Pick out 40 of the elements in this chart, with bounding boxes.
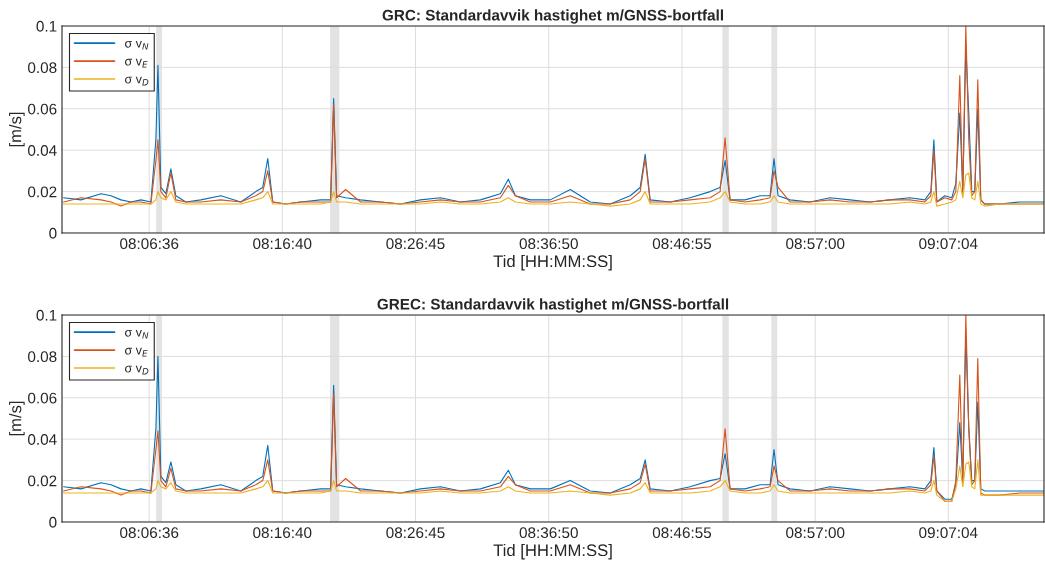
legend-label: σ v$_{N}$ [125, 329, 149, 339]
x-tick-label: 08:46:55 [652, 527, 712, 539]
y-tick-label: 0.02 [28, 475, 57, 487]
x-tick-label: 08:26:45 [386, 527, 445, 539]
x-tick-label: 08:06:36 [120, 527, 179, 539]
x-tick-label: 08:16:40 [253, 527, 312, 539]
chart-title: GREC: Standardavvik hastighet m/GNSS-bortfall [377, 298, 729, 313]
line-series [63, 172, 1044, 207]
y-tick-label: 0 [49, 516, 57, 528]
x-tick-label: 08:16:40 [253, 238, 312, 250]
y-tick-label: 0.06 [28, 103, 57, 115]
y-tick-label: 0.06 [28, 392, 57, 404]
y-tick-label: 0.04 [28, 434, 57, 445]
x-axis-title: Tid [HH:MM:SS] [493, 543, 612, 560]
y-tick-label: 0.1 [36, 20, 57, 32]
legend-label: σ v$_{E}$ [125, 347, 148, 357]
x-tick-label: 08:36:50 [519, 527, 578, 539]
y-tick-label: 0 [49, 227, 57, 239]
y-tick-label: 0.08 [28, 351, 57, 363]
x-tick-label: 08:36:50 [519, 238, 578, 250]
x-tick-label: 08:46:55 [652, 238, 712, 250]
x-tick-label: 08:26:45 [386, 238, 445, 250]
legend-label: σ v$_{D}$ [125, 365, 149, 375]
line-series [63, 459, 1044, 502]
y-tick-label: 0.04 [28, 145, 57, 156]
x-tick-label: 08:57:00 [786, 527, 845, 539]
y-axis-title: [m/s] [9, 401, 25, 436]
x-tick-label: 09:07:04 [919, 238, 978, 250]
y-tick-label: 0.08 [28, 62, 57, 74]
x-axis-title: Tid [HH:MM:SS] [493, 254, 612, 271]
legend-label: σ v$_{N}$ [125, 40, 149, 50]
x-tick-label: 09:07:04 [919, 527, 978, 539]
legend-label: σ v$_{D}$ [125, 76, 149, 86]
y-tick-label: 0.02 [28, 186, 57, 198]
chart-title: GRC: Standardavvik hastighet m/GNSS-bortfall [382, 9, 723, 24]
legend-label: σ v$_{E}$ [125, 58, 148, 68]
y-tick-label: 0.1 [36, 309, 57, 321]
y-axis-title: [m/s] [9, 112, 25, 147]
x-tick-label: 08:57:00 [786, 238, 845, 250]
x-tick-label: 08:06:36 [120, 238, 179, 250]
